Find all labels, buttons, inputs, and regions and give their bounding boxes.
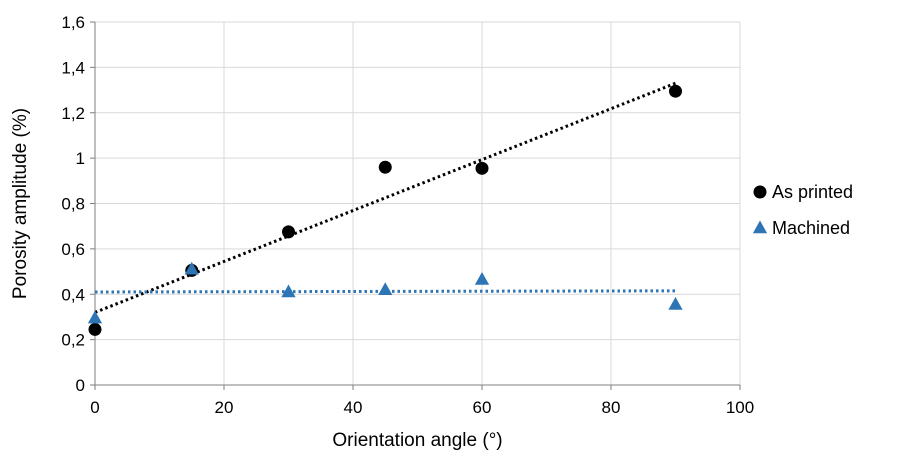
trendlines (94, 81, 677, 314)
as-printed-point (669, 84, 682, 98)
x-tick-label: 80 (602, 398, 621, 417)
y-tick-label: 0,2 (61, 331, 85, 350)
machined-point (87, 310, 103, 324)
x-tick-label: 40 (344, 398, 363, 417)
legend-item-as-printed: As printed (753, 182, 853, 202)
y-axis-title: Porosity amplitude (%) (10, 108, 31, 299)
gridlines (95, 21, 741, 385)
y-tick-label: 0 (76, 376, 85, 395)
legend-marker-as-printed (753, 185, 767, 199)
y-tick-label: 1 (76, 149, 85, 168)
data-points (87, 84, 683, 336)
as-printed-trendline (94, 81, 677, 314)
legend: As printed Machined (752, 182, 853, 238)
x-axis-title: Orientation angle (°) (332, 430, 502, 451)
x-tick-label: 0 (90, 398, 99, 417)
machined-point (378, 282, 393, 295)
x-tick-label: 60 (473, 398, 492, 417)
y-tick-label: 0,6 (61, 240, 85, 259)
machined-point (184, 261, 199, 275)
legend-item-machined: Machined (752, 218, 850, 238)
machined-point (474, 272, 490, 285)
y-tick-label: 0,8 (61, 195, 85, 214)
legend-label-machined: Machined (772, 218, 850, 238)
as-printed-point (378, 160, 392, 174)
y-tick-label: 1,2 (61, 104, 85, 123)
legend-label-as-printed: As printed (772, 182, 853, 202)
axes (90, 21, 741, 390)
x-tick-label: 100 (726, 398, 754, 417)
machined-point (281, 284, 296, 298)
as-printed-point (475, 161, 489, 175)
as-printed-point (88, 322, 102, 336)
y-tick-label: 0,4 (61, 285, 85, 304)
x-tick-label: 20 (215, 398, 234, 417)
tick-labels: 0 20 40 60 80 100 0 0,2 0,4 0,6 0,8 1 1,2 1,4 1,6 (61, 13, 754, 417)
as-printed-point (282, 225, 295, 239)
y-tick-label: 1,4 (61, 58, 85, 77)
machined-point (668, 296, 683, 310)
legend-marker-machined (752, 220, 768, 234)
y-tick-label: 1,6 (61, 13, 85, 32)
